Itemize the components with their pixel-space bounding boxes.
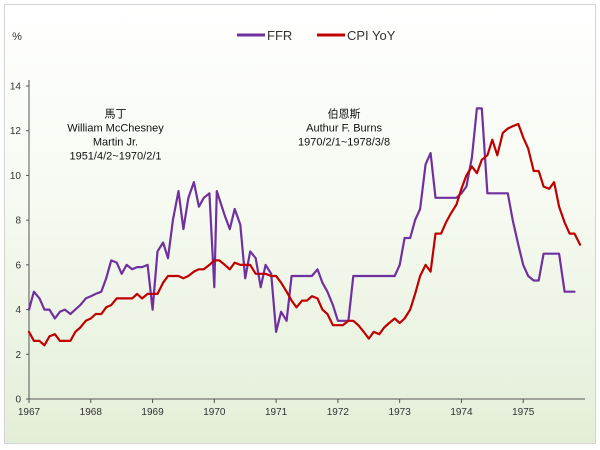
y-tick-label: 0: [15, 395, 21, 406]
y-tick-label: 6: [15, 260, 21, 271]
x-tick-label: 1973: [389, 407, 412, 418]
y-tick-label: 14: [10, 82, 22, 93]
annotation-martin-line: William McChesney: [67, 122, 164, 134]
annotation-martin-line: 馬丁: [104, 107, 126, 120]
x-tick-label: 1975: [512, 407, 535, 418]
series-line-cpi-yoy: [27, 122, 582, 347]
x-tick-label: 1971: [265, 407, 288, 418]
legend-label-ffr: FFR: [267, 28, 292, 43]
annotation-martin-line: 1951/4/2~1970/2/1: [69, 150, 161, 162]
y-tick-label: 2: [15, 350, 21, 361]
x-tick-label: 1972: [327, 407, 350, 418]
y-tick-label: 8: [15, 216, 21, 227]
annotation-burns-line: 1970/2/1~1978/3/8: [298, 136, 390, 148]
line-chart: 0 2 4 6 8 10 12 14% 1967 1968 1969 1970 1971 1972 1973…: [10, 28, 585, 418]
legend-label-cpi-yoy: CPI YoY: [347, 28, 396, 43]
x-tick-label: 1967: [18, 407, 41, 418]
annotation-burns-line: Authur F. Burns: [306, 122, 382, 134]
chart-frame: 0 2 4 6 8 10 12 14% 1967 1968 1969 1970 1971 1972 1973…: [4, 4, 596, 444]
y-tick-label: 4: [15, 305, 21, 316]
x-tick-label: 1974: [450, 407, 473, 418]
y-tick-label: 12: [10, 126, 22, 137]
y-tick-label: 10: [10, 171, 22, 182]
y-axis-unit-label: %: [12, 31, 22, 43]
x-tick-label: 1970: [203, 407, 226, 418]
x-tick-label: 1969: [141, 407, 164, 418]
annotation-burns-line: 伯恩斯: [328, 106, 361, 120]
series-line-ffr: [27, 107, 576, 333]
x-tick-label: 1968: [80, 407, 103, 418]
annotation-martin-line: Martin Jr.: [93, 136, 138, 148]
